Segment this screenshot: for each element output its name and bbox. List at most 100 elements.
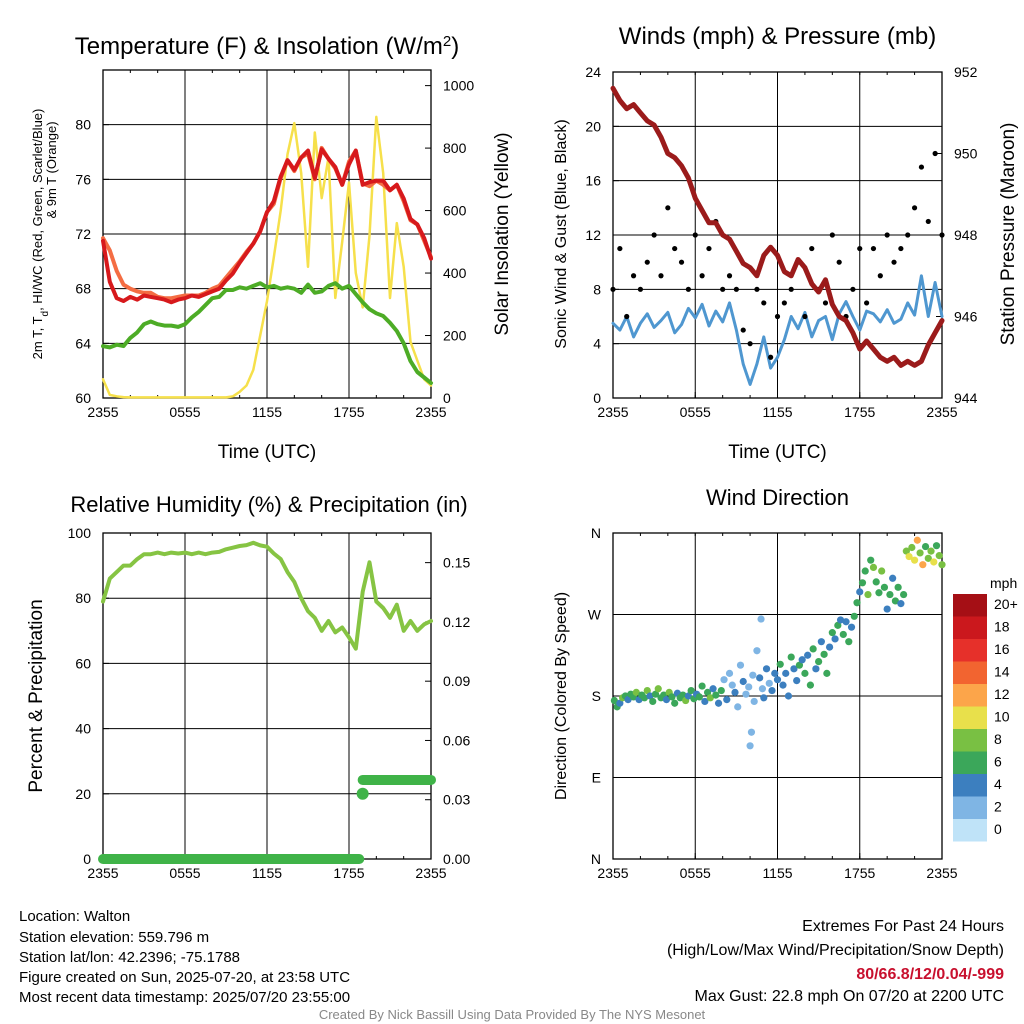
legend-swatch bbox=[953, 661, 987, 684]
y-axis-label: 2m T, Td, HI/WC (Red, Green, Scarlet/Blu… bbox=[30, 109, 51, 360]
wind-direction-point bbox=[610, 696, 618, 705]
wind-direction-point bbox=[771, 669, 779, 677]
sonic-wind-line bbox=[611, 274, 944, 386]
wind-direction-point bbox=[880, 583, 889, 591]
wind-direction-point bbox=[779, 681, 787, 689]
wind-direction-point bbox=[839, 630, 847, 639]
gust-point bbox=[905, 232, 911, 238]
y2-tick-label: 800 bbox=[443, 140, 467, 156]
legend-label: 14 bbox=[994, 664, 1010, 680]
y-tick-label: 80 bbox=[75, 117, 91, 133]
wind-direction-point bbox=[640, 694, 649, 702]
wind-direction-point bbox=[878, 567, 886, 575]
y-tick-label: 4 bbox=[593, 336, 601, 352]
gust-point bbox=[624, 313, 630, 320]
extremes-values: 80/66.8/12/0.04/-999 bbox=[856, 966, 1004, 983]
solar-insolation-line bbox=[101, 115, 433, 399]
gust-point bbox=[699, 273, 705, 279]
panel-title: Winds (mph) & Pressure (mb) bbox=[619, 23, 936, 50]
y2-axis-label: Solar Insolation (Yellow) bbox=[492, 132, 513, 335]
y-axis-label: Direction (Colored By Speed) bbox=[553, 592, 570, 800]
gust-point bbox=[884, 232, 890, 238]
gust-point bbox=[672, 245, 678, 252]
wind-direction-point bbox=[850, 612, 858, 620]
y2-tick-label: 0.12 bbox=[443, 614, 470, 630]
wind-direction-point bbox=[651, 690, 660, 698]
y-tick-label: 60 bbox=[75, 655, 91, 671]
x-tick-label: 2355 bbox=[415, 865, 446, 881]
wind-direction-point bbox=[793, 677, 801, 685]
wind-direction-point bbox=[905, 552, 913, 561]
wind-direction-point bbox=[897, 600, 905, 608]
gust-point bbox=[768, 354, 774, 360]
y-tick-label: E bbox=[592, 770, 601, 786]
y-tick-label: 20 bbox=[75, 786, 91, 802]
legend-swatch bbox=[953, 819, 987, 842]
y-axis-label: Percent & Precipitation bbox=[26, 599, 47, 792]
y2-tick-label: 944 bbox=[954, 390, 978, 406]
max-gust-text: Max Gust: 22.8 mph On 07/20 at 2200 UTC bbox=[694, 988, 1005, 1005]
y-tick-label: 100 bbox=[68, 525, 92, 541]
x-tick-label: 1755 bbox=[844, 404, 875, 420]
relative-humidity-line bbox=[101, 540, 433, 651]
wind-direction-point bbox=[861, 567, 869, 575]
gust-point bbox=[720, 286, 726, 292]
x-tick-label: 1155 bbox=[762, 865, 792, 881]
wind-direction-point bbox=[706, 694, 714, 702]
wind-direction-point bbox=[649, 697, 657, 706]
gust-point bbox=[836, 259, 842, 265]
wind-direction-point bbox=[784, 692, 793, 700]
x-tick-label: 2355 bbox=[87, 865, 118, 881]
wind-direction-point bbox=[804, 651, 812, 659]
gust-point bbox=[781, 300, 787, 306]
y2-tick-label: 952 bbox=[954, 64, 978, 80]
wind-direction-point bbox=[709, 685, 717, 693]
wind-direction-point bbox=[828, 629, 836, 637]
wind-direction-point bbox=[921, 542, 930, 551]
gust-point bbox=[870, 245, 877, 252]
y-tick-label: N bbox=[591, 851, 601, 867]
panel-2: 2355 0555 1155 1755 235504812162024944946948… bbox=[553, 23, 1019, 463]
wind-direction-point bbox=[872, 578, 880, 586]
y-tick-label: 20 bbox=[585, 118, 601, 134]
wind-direction-point bbox=[662, 696, 671, 704]
wind-direction-point bbox=[728, 681, 736, 689]
y-tick-label: 16 bbox=[585, 173, 601, 189]
legend-swatch bbox=[953, 706, 987, 729]
wind-direction-point bbox=[671, 699, 679, 707]
y2-tick-label: 950 bbox=[954, 146, 978, 162]
wind-direction-point bbox=[757, 615, 765, 623]
wind-direction-point bbox=[886, 590, 894, 599]
precipitation-point bbox=[356, 787, 369, 800]
legend-label: 4 bbox=[994, 776, 1002, 792]
panel-title: Relative Humidity (%) & Precipitation (i… bbox=[70, 492, 467, 517]
panel-title: Temperature (F) & Insolation (W/m2) bbox=[75, 33, 459, 61]
y-tick-label: N bbox=[591, 525, 601, 541]
wind-direction-point bbox=[745, 683, 753, 691]
y-tick-label: 76 bbox=[75, 171, 91, 187]
wind-direction-point bbox=[806, 681, 815, 689]
wind-direction-point bbox=[668, 693, 676, 701]
y2-tick-label: 600 bbox=[443, 203, 467, 219]
wind-direction-point bbox=[798, 656, 806, 664]
legend-swatch bbox=[953, 774, 987, 797]
gust-point bbox=[788, 286, 794, 292]
y-tick-label: 40 bbox=[75, 721, 91, 737]
extremes-heading: Extremes For Past 24 Hours bbox=[802, 918, 1004, 935]
gust-point bbox=[747, 341, 753, 347]
legend-label: 2 bbox=[994, 799, 1002, 815]
gust-point bbox=[864, 300, 870, 306]
wind-direction-point bbox=[739, 677, 747, 686]
x-tick-label: 1755 bbox=[333, 404, 364, 420]
wind-direction-point bbox=[834, 621, 842, 629]
y-tick-label: 8 bbox=[593, 281, 601, 297]
wind-direction-point bbox=[801, 669, 809, 677]
y-tick-label: 0 bbox=[593, 390, 601, 406]
wind-direction-point bbox=[736, 661, 745, 669]
wind-direction-point bbox=[836, 616, 845, 624]
y2-tick-label: 0.06 bbox=[443, 732, 470, 748]
wind-direction-point bbox=[747, 728, 756, 736]
dewpoint-line bbox=[101, 281, 433, 385]
gust-point bbox=[774, 313, 781, 320]
wind-direction-point bbox=[910, 556, 919, 564]
